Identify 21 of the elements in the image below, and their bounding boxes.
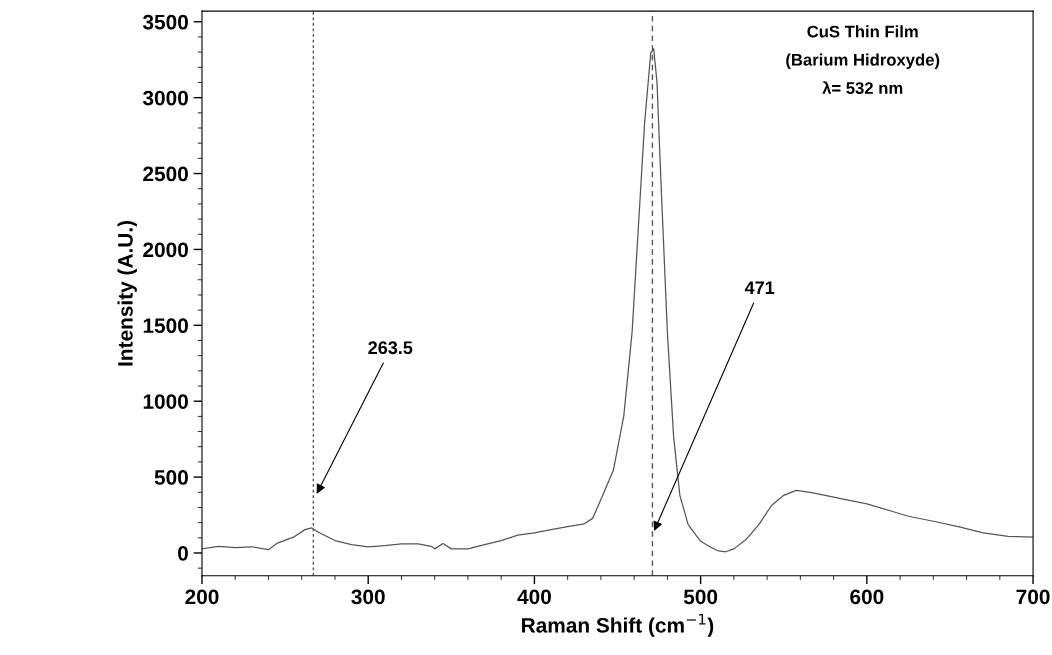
- x-tick-label: 700: [1016, 589, 1050, 605]
- annotation: 263.5: [368, 341, 413, 355]
- x-axis-title: Raman Shift (cm$^{−1}$): [522, 613, 714, 637]
- y-tick-label: 500: [154, 470, 188, 485]
- annotation: λ= 532 nm: [822, 81, 903, 94]
- annotation: 471: [744, 281, 775, 294]
- y-tick-label: 2000: [143, 242, 188, 258]
- x-tick-label: 300: [351, 589, 385, 605]
- annotation: CuS Thin Film: [807, 25, 918, 38]
- x-tick-label: 500: [683, 589, 718, 605]
- y-tick-label: 3500: [142, 14, 188, 30]
- y-tick-label: 3000: [142, 90, 188, 106]
- y-axis-title: Intensity (A.U.): [117, 220, 137, 366]
- x-tick-label: 600: [850, 589, 884, 605]
- y-tick-label: 1500: [143, 318, 188, 334]
- y-tick-label: 2500: [143, 166, 188, 182]
- x-tick-label: 200: [185, 589, 219, 605]
- x-tick-label: 400: [517, 589, 551, 605]
- y-tick-label: 0: [178, 545, 188, 561]
- y-tick-label: 1000: [143, 394, 188, 409]
- annotation: (Barium Hidroxyde): [786, 53, 940, 70]
